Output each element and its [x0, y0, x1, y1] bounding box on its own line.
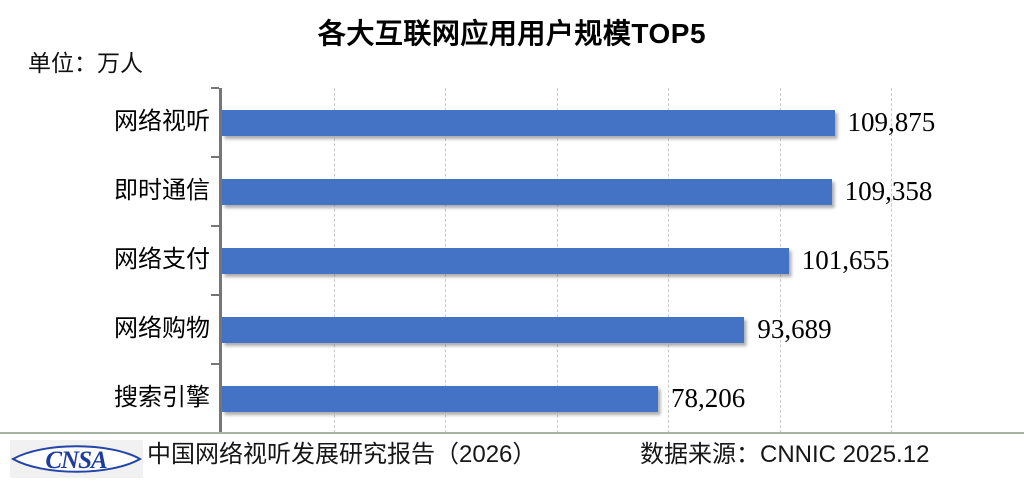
footer-data-source: 数据来源：CNNIC 2025.12 [640, 441, 930, 468]
footer-report-title: 中国网络视听发展研究报告（2026） [147, 441, 537, 468]
bar [222, 178, 832, 205]
gridline [891, 88, 892, 433]
value-label: 78,206 [670, 383, 746, 413]
category-label: 网络支付 [114, 247, 210, 273]
axis-tick [211, 294, 219, 296]
footer-divider-line [0, 432, 1024, 434]
category-label: 搜索引擎 [114, 385, 210, 411]
bar [222, 316, 745, 343]
category-label: 网络购物 [114, 316, 210, 342]
axis-tick [211, 87, 219, 89]
category-label: 网络视听 [114, 109, 210, 135]
value-label: 109,358 [844, 176, 933, 206]
bar [222, 385, 658, 412]
bar [222, 247, 789, 274]
axis-tick [211, 225, 219, 227]
value-label: 109,875 [847, 107, 936, 137]
bar [222, 109, 835, 136]
category-axis-line [219, 88, 222, 433]
unit-label: 单位：万人 [28, 51, 143, 76]
value-label: 101,655 [801, 245, 890, 275]
chart-title: 各大互联网应用用户规模TOP5 [317, 18, 707, 49]
category-label: 即时通信 [114, 178, 210, 204]
value-label: 93,689 [757, 314, 832, 344]
logo-text: CNSA [45, 447, 107, 474]
cnsa-logo: CNSA [10, 440, 143, 478]
axis-tick [211, 156, 219, 158]
logo-lens-shape [10, 445, 143, 473]
axis-tick [211, 363, 219, 365]
